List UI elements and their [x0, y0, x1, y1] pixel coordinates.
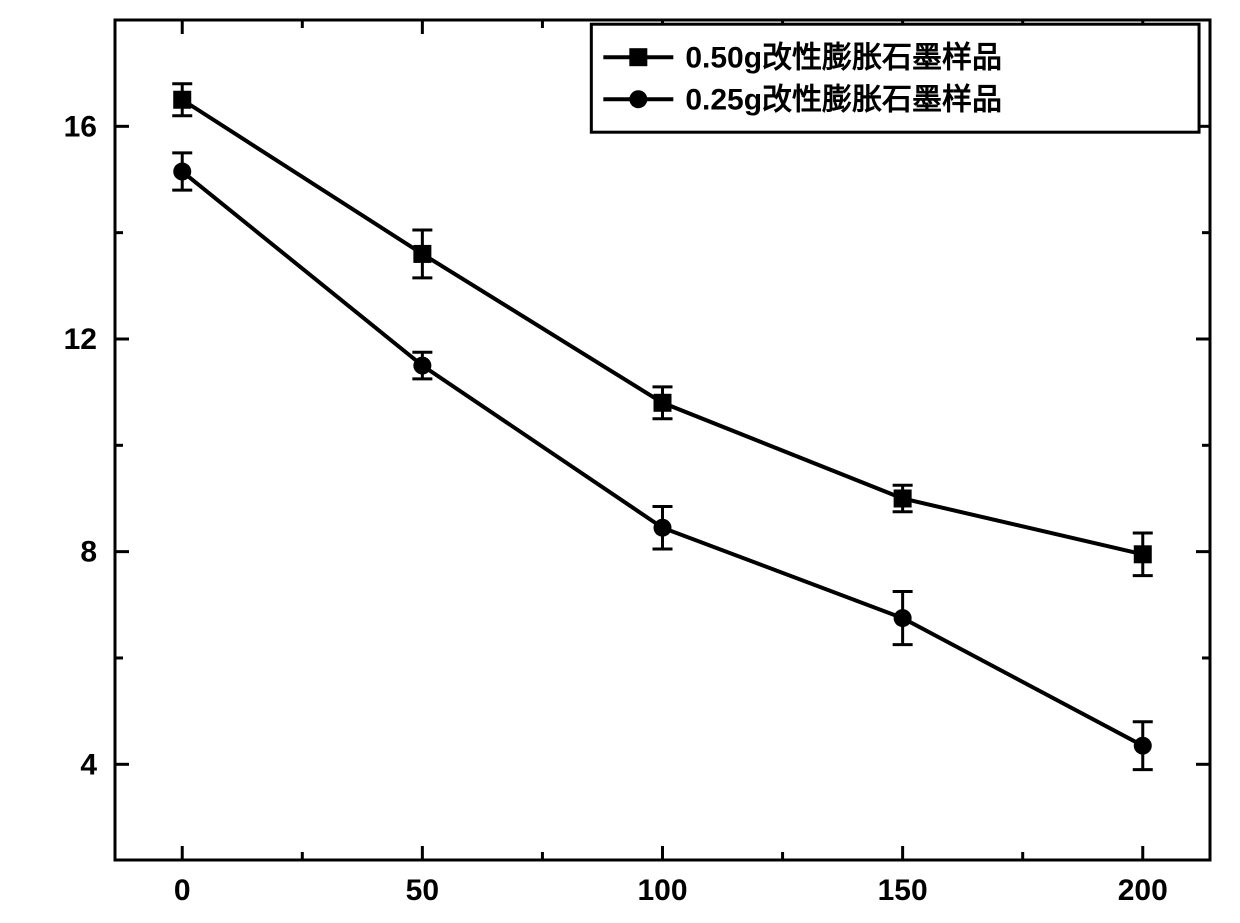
marker-circle [654, 519, 672, 537]
marker-square [1134, 545, 1152, 563]
y-tick-label: 12 [64, 323, 97, 356]
marker-circle [894, 609, 912, 627]
marker-circle [413, 357, 431, 375]
y-tick-label: 4 [80, 748, 97, 781]
line-chart-svg: 0 50 100 150 200 4 8 12 16 0.50g改性膨胀石墨样品 0.25g改性膨胀… [0, 0, 1240, 923]
legend-label: 0.50g改性膨胀石墨样品 [685, 42, 1002, 75]
y-tick-label: 16 [64, 110, 97, 143]
marker-square [894, 489, 912, 507]
x-tick-label: 200 [1118, 874, 1168, 907]
chart-container: 0 50 100 150 200 4 8 12 16 0.50g改性膨胀石墨样品 0.25g改性膨胀… [0, 0, 1240, 923]
marker-circle [173, 163, 191, 181]
marker-square [173, 91, 191, 109]
marker-square [654, 394, 672, 412]
y-tick-label: 8 [80, 536, 97, 569]
legend-marker-square-icon [629, 48, 647, 66]
x-tick-label: 50 [406, 874, 439, 907]
legend-label: 0.25g改性膨胀石墨样品 [685, 84, 1002, 117]
marker-circle [1134, 737, 1152, 755]
x-tick-label: 150 [878, 874, 928, 907]
legend-marker-circle-icon [629, 90, 647, 108]
marker-square [413, 245, 431, 263]
x-tick-label: 100 [637, 874, 687, 907]
x-tick-label: 0 [174, 874, 191, 907]
